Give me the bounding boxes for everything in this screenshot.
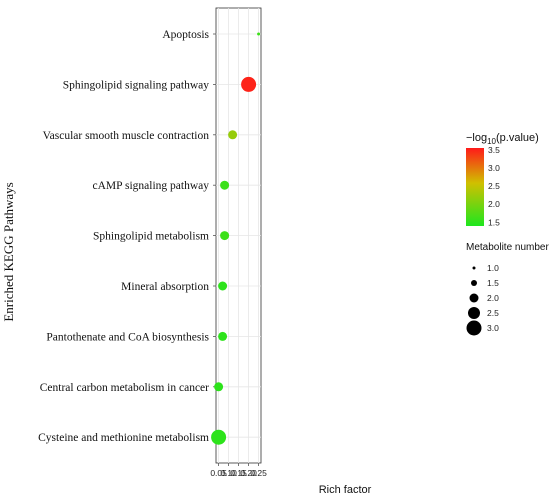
color-legend-tick-label: 3.5 — [488, 145, 500, 155]
size-legend-label: 1.0 — [487, 263, 499, 273]
data-point — [218, 331, 228, 341]
size-legend-label: 2.5 — [487, 308, 499, 318]
size-legend-items: 1.0 1.5 2.0 2.5 3.0 — [466, 263, 499, 336]
data-point — [214, 382, 224, 392]
x-axis-title: Rich factor — [319, 484, 372, 496]
y-axis-title: Enriched KEGG Pathways — [1, 182, 16, 321]
data-point — [241, 76, 257, 92]
size-legend-dot — [468, 307, 480, 319]
y-tick-label: Sphingolipid metabolism — [93, 231, 209, 243]
x-tick-label: 0.20 — [240, 468, 257, 478]
size-legend-label: 1.5 — [487, 278, 499, 288]
size-legend-dot — [471, 280, 477, 286]
color-legend-title-subscript: 10 — [487, 137, 496, 146]
data-points — [211, 32, 261, 445]
size-legend-dot — [466, 320, 482, 336]
y-tick-label: Pantothenate and CoA biosynthesis — [46, 331, 209, 343]
color-legend-bar — [466, 148, 484, 226]
size-legend-label: 2.0 — [487, 293, 499, 303]
y-tick-label: Cysteine and methionine metabolism — [38, 432, 209, 444]
y-tick-label: Central carbon metabolism in cancer — [40, 382, 209, 394]
size-legend-dot — [472, 266, 476, 270]
color-legend-tick-label: 3.0 — [488, 163, 500, 173]
y-tick-label: Vascular smooth muscle contraction — [43, 130, 210, 142]
size-legend-dot — [469, 293, 479, 303]
color-legend-tick-label: 2.0 — [488, 199, 500, 209]
x-axis-ticks: 0.050.100.150.200.25 — [210, 463, 267, 478]
color-legend-tick-label: 2.5 — [488, 181, 500, 191]
data-point — [218, 281, 228, 291]
data-point — [220, 231, 230, 241]
y-tick-label: Apoptosis — [162, 29, 209, 41]
y-tick-label: Mineral absorption — [121, 281, 209, 293]
size-legend: Metabolite number 1.0 1.5 2.0 2.5 3.0 — [466, 242, 549, 336]
data-point — [257, 32, 261, 36]
color-legend-tick-label: 1.5 — [488, 217, 500, 227]
data-point — [220, 180, 230, 190]
x-tick-label: 0.15 — [230, 468, 247, 478]
data-point — [211, 429, 227, 445]
color-legend-ticks: 3.5 3.0 2.5 2.0 1.5 — [488, 145, 500, 228]
size-legend-title: Metabolite number — [466, 242, 549, 253]
color-legend-title-suffix: (p.value) — [496, 132, 539, 144]
color-legend-title-prefix: −log — [466, 132, 487, 144]
color-legend: −log10(p.value) 3.5 3.0 2.5 2.0 1.5 — [466, 132, 539, 227]
y-axis-labels: Apoptosis Sphingolipid signaling pathway V… — [38, 29, 216, 444]
x-tick-label: 0.10 — [220, 468, 237, 478]
y-tick-label: Sphingolipid signaling pathway — [63, 79, 210, 91]
x-tick-label: 0.25 — [250, 468, 267, 478]
size-legend-label: 3.0 — [487, 323, 499, 333]
color-legend-title: −log10(p.value) — [466, 132, 539, 146]
data-point — [228, 130, 238, 140]
y-tick-label: cAMP signaling pathway — [93, 180, 210, 192]
x-tick-label: 0.05 — [210, 468, 227, 478]
